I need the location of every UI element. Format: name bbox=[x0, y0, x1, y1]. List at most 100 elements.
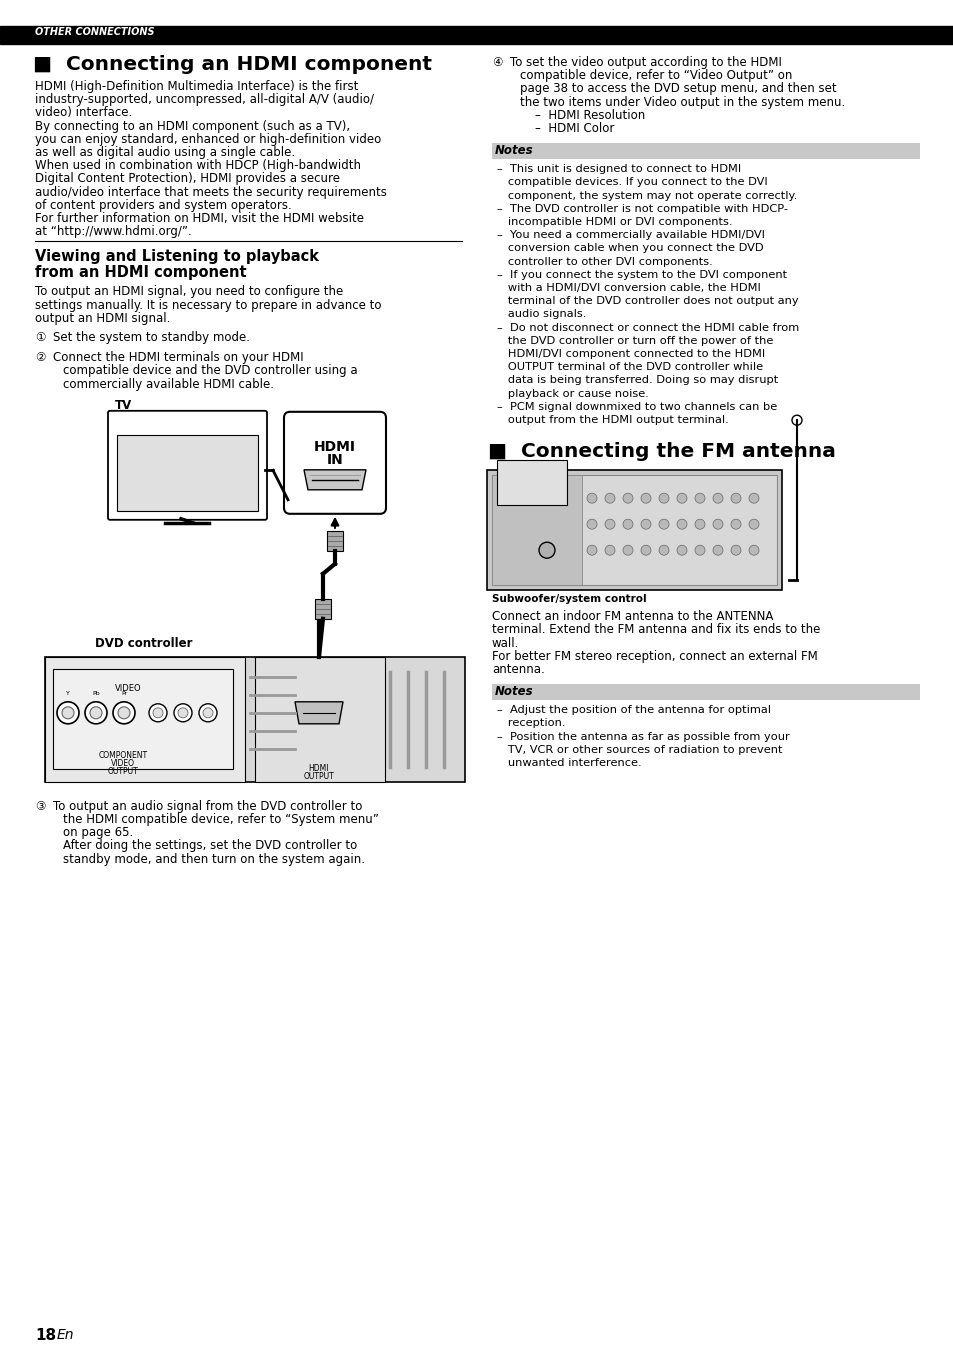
Circle shape bbox=[695, 493, 704, 503]
Text: the DVD controller or turn off the power of the: the DVD controller or turn off the power… bbox=[497, 336, 773, 346]
Circle shape bbox=[149, 704, 167, 721]
Circle shape bbox=[640, 545, 650, 555]
Text: IN: IN bbox=[326, 453, 343, 466]
Circle shape bbox=[748, 545, 759, 555]
Circle shape bbox=[622, 519, 633, 530]
Text: reception.: reception. bbox=[497, 718, 565, 728]
Circle shape bbox=[677, 493, 686, 503]
Text: standby mode, and then turn on the system again.: standby mode, and then turn on the syste… bbox=[63, 852, 365, 865]
Circle shape bbox=[730, 545, 740, 555]
Text: –  Adjust the position of the antenna for optimal: – Adjust the position of the antenna for… bbox=[497, 705, 770, 716]
Circle shape bbox=[118, 706, 130, 718]
Circle shape bbox=[178, 708, 188, 717]
Circle shape bbox=[640, 519, 650, 530]
Text: unwanted interference.: unwanted interference. bbox=[497, 758, 641, 768]
Text: at “http://www.hdmi.org/”.: at “http://www.hdmi.org/”. bbox=[35, 225, 192, 239]
Circle shape bbox=[604, 519, 615, 530]
Circle shape bbox=[748, 519, 759, 530]
Text: ③: ③ bbox=[35, 799, 46, 813]
Circle shape bbox=[62, 706, 74, 718]
Text: page 38 to access the DVD setup menu, and then set: page 38 to access the DVD setup menu, an… bbox=[519, 82, 836, 96]
Text: DVD controller: DVD controller bbox=[95, 636, 193, 650]
Text: ■  Connecting the FM antenna: ■ Connecting the FM antenna bbox=[488, 442, 835, 461]
Circle shape bbox=[57, 702, 79, 724]
Text: Pr: Pr bbox=[121, 690, 127, 696]
Circle shape bbox=[640, 493, 650, 503]
Circle shape bbox=[173, 704, 192, 721]
Text: –  This unit is designed to connect to HDMI: – This unit is designed to connect to HD… bbox=[497, 164, 740, 174]
Bar bbox=[492, 476, 776, 585]
Text: HDMI/DVI component connected to the HDMI: HDMI/DVI component connected to the HDMI bbox=[497, 349, 764, 359]
Text: 18: 18 bbox=[35, 1328, 56, 1343]
Text: –  The DVD controller is not compatible with HDCP-: – The DVD controller is not compatible w… bbox=[497, 204, 787, 214]
Text: COMPONENT: COMPONENT bbox=[98, 751, 148, 760]
Circle shape bbox=[199, 704, 216, 721]
Circle shape bbox=[112, 702, 135, 724]
Text: Subwoofer/system control: Subwoofer/system control bbox=[492, 594, 646, 604]
Circle shape bbox=[538, 542, 555, 558]
Text: Y: Y bbox=[66, 690, 70, 696]
Text: To output an audio signal from the DVD controller to: To output an audio signal from the DVD c… bbox=[53, 799, 362, 813]
Text: After doing the settings, set the DVD controller to: After doing the settings, set the DVD co… bbox=[63, 840, 356, 852]
Text: –  HDMI Resolution: – HDMI Resolution bbox=[519, 109, 644, 121]
Bar bbox=[45, 656, 464, 782]
Text: settings manually. It is necessary to prepare in advance to: settings manually. It is necessary to pr… bbox=[35, 299, 381, 311]
Circle shape bbox=[85, 702, 107, 724]
Text: compatible device, refer to “Video Output” on: compatible device, refer to “Video Outpu… bbox=[519, 69, 792, 82]
Text: terminal of the DVD controller does not output any: terminal of the DVD controller does not … bbox=[497, 297, 798, 306]
FancyBboxPatch shape bbox=[108, 411, 267, 520]
Text: Connect the HDMI terminals on your HDMI: Connect the HDMI terminals on your HDMI bbox=[53, 352, 303, 364]
Text: compatible devices. If you connect to the DVI: compatible devices. If you connect to th… bbox=[497, 178, 767, 187]
Text: Viewing and Listening to playback: Viewing and Listening to playback bbox=[35, 249, 318, 264]
Circle shape bbox=[659, 519, 668, 530]
Text: TV: TV bbox=[115, 399, 132, 411]
Text: output from the HDMI output terminal.: output from the HDMI output terminal. bbox=[497, 415, 728, 425]
Text: audio/video interface that meets the security requirements: audio/video interface that meets the sec… bbox=[35, 186, 387, 198]
Text: antenna.: antenna. bbox=[492, 663, 544, 675]
Circle shape bbox=[730, 493, 740, 503]
Text: By connecting to an HDMI component (such as a TV),: By connecting to an HDMI component (such… bbox=[35, 120, 350, 132]
Text: playback or cause noise.: playback or cause noise. bbox=[497, 388, 648, 399]
Bar bbox=[0, 26, 953, 44]
Circle shape bbox=[695, 545, 704, 555]
Bar bbox=[486, 470, 781, 590]
Circle shape bbox=[90, 706, 102, 718]
Text: with a HDMI/DVI conversion cable, the HDMI: with a HDMI/DVI conversion cable, the HD… bbox=[497, 283, 760, 293]
Bar bbox=[492, 685, 919, 700]
Bar bbox=[492, 143, 919, 159]
Text: ■  Connecting an HDMI component: ■ Connecting an HDMI component bbox=[33, 55, 432, 74]
Text: OUTPUT terminal of the DVD controller while: OUTPUT terminal of the DVD controller wh… bbox=[497, 363, 762, 372]
Text: Set the system to standby mode.: Set the system to standby mode. bbox=[53, 332, 250, 344]
Bar bbox=[117, 435, 257, 511]
Text: –  Do not disconnect or connect the HDMI cable from: – Do not disconnect or connect the HDMI … bbox=[497, 322, 799, 333]
Text: data is being transferred. Doing so may disrupt: data is being transferred. Doing so may … bbox=[497, 375, 778, 386]
Circle shape bbox=[622, 545, 633, 555]
Bar bbox=[53, 669, 233, 768]
Circle shape bbox=[604, 545, 615, 555]
Text: ①: ① bbox=[35, 332, 46, 344]
Text: For better FM stereo reception, connect an external FM: For better FM stereo reception, connect … bbox=[492, 650, 817, 663]
Text: industry-supported, uncompressed, all-digital A/V (audio/: industry-supported, uncompressed, all-di… bbox=[35, 93, 374, 106]
Circle shape bbox=[712, 493, 722, 503]
Text: of content providers and system operators.: of content providers and system operator… bbox=[35, 198, 292, 212]
Text: wall.: wall. bbox=[492, 636, 518, 650]
Circle shape bbox=[748, 493, 759, 503]
Circle shape bbox=[677, 519, 686, 530]
Text: Connect an indoor FM antenna to the ANTENNA: Connect an indoor FM antenna to the ANTE… bbox=[492, 611, 773, 623]
Circle shape bbox=[791, 415, 801, 425]
Circle shape bbox=[695, 519, 704, 530]
Circle shape bbox=[586, 545, 597, 555]
Text: –  Position the antenna as far as possible from your: – Position the antenna as far as possibl… bbox=[497, 732, 789, 741]
Text: component, the system may not operate correctly.: component, the system may not operate co… bbox=[497, 190, 797, 201]
Circle shape bbox=[586, 519, 597, 530]
Circle shape bbox=[730, 519, 740, 530]
Text: output an HDMI signal.: output an HDMI signal. bbox=[35, 311, 171, 325]
Text: OUTPUT: OUTPUT bbox=[108, 767, 138, 776]
Text: VIDEO: VIDEO bbox=[111, 759, 135, 768]
Text: video) interface.: video) interface. bbox=[35, 106, 132, 120]
Polygon shape bbox=[294, 702, 343, 724]
Text: as well as digital audio using a single cable.: as well as digital audio using a single … bbox=[35, 146, 294, 159]
Text: –  You need a commercially available HDMI/DVI: – You need a commercially available HDMI… bbox=[497, 231, 764, 240]
Text: terminal. Extend the FM antenna and fix its ends to the: terminal. Extend the FM antenna and fix … bbox=[492, 623, 820, 636]
Text: –  HDMI Color: – HDMI Color bbox=[519, 123, 614, 135]
